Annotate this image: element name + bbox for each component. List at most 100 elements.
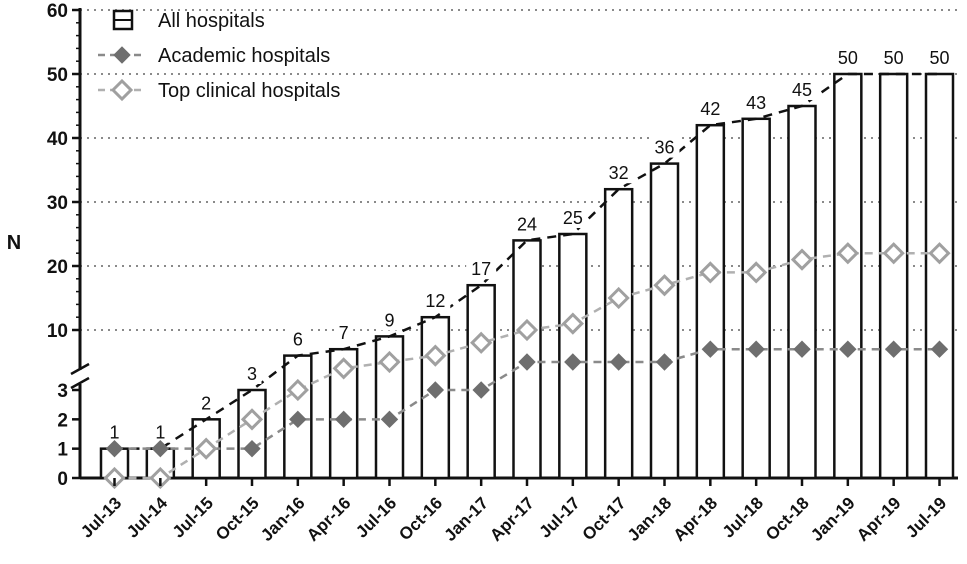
- data-label-background: [878, 46, 909, 68]
- top-clinical-hospitals-point: [240, 408, 264, 431]
- data-label-background: [603, 161, 634, 184]
- top-clinical-hospitals-point: [195, 437, 218, 460]
- top-clinical-hospitals-point: [286, 378, 309, 402]
- x-tick-label: Apr-16: [303, 493, 355, 545]
- academic-hospitals-point: [426, 381, 445, 399]
- bar-data-label: 50: [884, 48, 904, 68]
- bar: [695, 123, 726, 480]
- y-tick-label: 0: [57, 469, 68, 490]
- bar-data-label: 1: [155, 423, 165, 443]
- academic-hospitals-point: [609, 353, 628, 371]
- legend-label-academic-hospitals: Academic hospitals: [158, 45, 330, 67]
- academic-hospitals-point: [930, 340, 949, 358]
- bar: [787, 104, 817, 480]
- academic-hospitals-point: [105, 439, 124, 458]
- academic-hospitals-point: [564, 353, 582, 371]
- academic-hospitals-point: [655, 353, 674, 371]
- x-tick-label: Jul-14: [123, 493, 172, 542]
- bar-data-label: 1: [109, 423, 119, 443]
- legend-academic-symbol: [113, 46, 131, 64]
- bar-data-label: 42: [700, 99, 720, 119]
- data-label-background: [924, 46, 955, 68]
- y-tick-label: 40: [47, 129, 68, 150]
- bar-data-label: 24: [517, 214, 537, 234]
- data-label-background: [420, 289, 451, 312]
- data-label-background: [695, 97, 726, 120]
- x-tick-label: Apr-19: [853, 493, 905, 545]
- x-tick-label: Jan-19: [807, 493, 859, 545]
- bar-data-label: 32: [609, 163, 629, 183]
- data-label-background: [832, 46, 863, 68]
- legend-label-all-hospitals: All hospitals: [158, 10, 265, 32]
- bar-data-label: 6: [293, 330, 303, 350]
- axis-break-mark: [70, 376, 90, 390]
- x-tick-label: Jan-16: [257, 493, 309, 545]
- academic-hospitals-point: [518, 353, 536, 371]
- data-label-background: [288, 327, 308, 350]
- academic-hospitals-point: [243, 439, 261, 458]
- data-label-background: [105, 420, 124, 443]
- top-clinical-hospitals-point: [790, 248, 814, 271]
- x-tick-label: Apr-18: [670, 493, 722, 545]
- y-tick-label: 60: [47, 1, 68, 22]
- data-label-background: [741, 90, 772, 113]
- legend-label-top-clinical-hospitals: Top clinical hospitals: [158, 80, 340, 102]
- data-label-background: [242, 362, 262, 384]
- top-clinical-hospitals-point: [378, 350, 401, 374]
- y-tick-label: 3: [57, 381, 68, 402]
- top-clinical-hospitals-point: [653, 274, 676, 297]
- academic-hospitals-point: [380, 410, 399, 429]
- academic-hospitals-point: [334, 410, 353, 429]
- x-tick-label: Jul-15: [169, 493, 217, 541]
- x-tick-label: Jan-18: [624, 493, 676, 545]
- bar-data-label: 12: [425, 291, 445, 311]
- data-label-background: [557, 206, 588, 228]
- y-tick-label: 30: [47, 193, 68, 214]
- y-axis-title: N: [7, 232, 21, 254]
- top-clinical-hospitals-point: [928, 242, 951, 265]
- x-tick-label: Oct-16: [395, 493, 446, 544]
- top-clinical-hospitals-point: [699, 261, 722, 284]
- top-clinical-hospitals-point: [882, 242, 905, 265]
- x-tick-label: Jan-17: [440, 493, 492, 545]
- academic-hospitals-point: [793, 340, 811, 358]
- top-clinical-hospitals-point: [424, 344, 447, 367]
- top-clinical-hospitals-point: [561, 312, 584, 335]
- legend-top-clinical-symbol: [110, 78, 134, 102]
- x-tick-label: Jul-18: [719, 493, 767, 541]
- top-clinical-hospitals-point: [836, 242, 859, 265]
- bar-data-label: 50: [838, 48, 858, 68]
- y-tick-label: 2: [57, 410, 68, 431]
- data-label-background: [466, 257, 497, 280]
- top-clinical-hospitals-point: [470, 331, 493, 354]
- y-tick-label: 20: [47, 257, 68, 278]
- x-tick-label: Oct-15: [212, 493, 263, 544]
- y-tick-label: 50: [47, 65, 68, 86]
- bar-data-label: 36: [654, 138, 674, 158]
- academic-hospitals-point: [151, 439, 170, 458]
- x-tick-label: Jul-16: [352, 493, 400, 541]
- top-clinical-hospitals-point: [607, 286, 630, 310]
- bar: [878, 72, 909, 480]
- bar: [924, 72, 955, 480]
- data-label-background: [150, 420, 170, 443]
- data-label-background: [196, 391, 216, 414]
- bar-data-label: 17: [471, 259, 491, 279]
- academic-hospitals-point: [884, 340, 903, 358]
- academic-hospitals-point: [472, 381, 490, 399]
- bar: [649, 162, 680, 480]
- bar-data-label: 2: [201, 393, 211, 413]
- academic-hospitals-point: [747, 340, 765, 358]
- x-tick-label: Oct-17: [579, 493, 630, 544]
- all-hospitals-trend-line: [114, 72, 940, 450]
- academic-hospitals-point: [839, 340, 857, 358]
- bar-data-label: 45: [792, 80, 812, 100]
- x-tick-label: Oct-18: [762, 493, 813, 544]
- academic-hospitals-point: [289, 410, 307, 429]
- data-label-background: [787, 78, 817, 100]
- bar-data-label: 25: [563, 208, 583, 228]
- top-clinical-hospitals-point: [332, 357, 355, 380]
- data-label-background: [334, 321, 354, 344]
- bar-data-label: 3: [247, 364, 257, 384]
